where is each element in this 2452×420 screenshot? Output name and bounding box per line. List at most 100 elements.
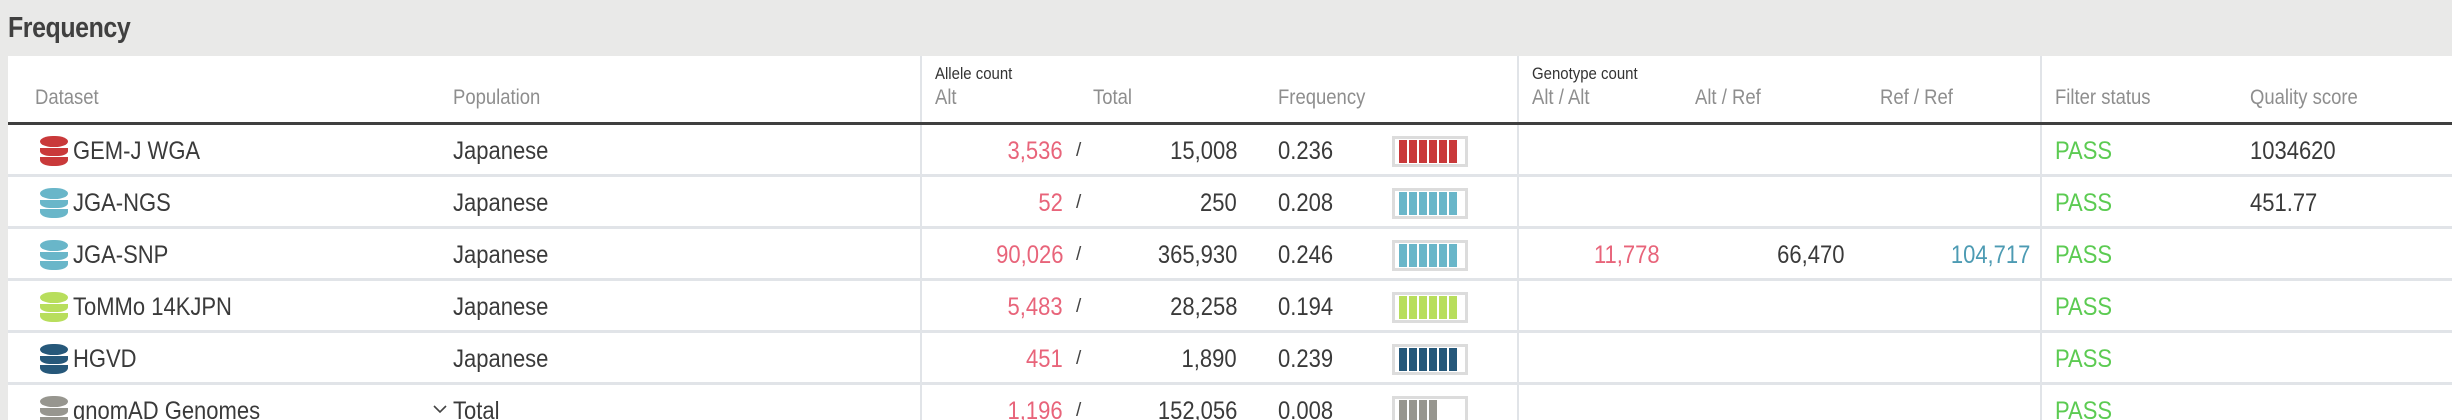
frequency-bar-segment: [1419, 192, 1427, 215]
genotype-ref-ref: 104,717: [1950, 241, 2030, 269]
frequency-bar-segment: [1419, 400, 1427, 420]
table-row[interactable]: ToMMo 14KJPN Japanese 5,483 / 28,258 0.1…: [8, 281, 2452, 333]
column-divider: [920, 56, 922, 420]
frequency-bar-segment: [1449, 348, 1457, 371]
column-header-ref-ref[interactable]: Ref / Ref: [1880, 86, 1953, 109]
column-header-frequency[interactable]: Frequency: [1278, 86, 1366, 109]
frequency-bar-segment: [1399, 400, 1407, 420]
quality-score: 451.77: [2250, 189, 2318, 217]
frequency-bar-segment: [1439, 244, 1447, 267]
dataset-name[interactable]: HGVD: [73, 345, 137, 373]
column-header-alt-alt[interactable]: Alt / Alt: [1532, 86, 1590, 109]
column-header-alt-ref[interactable]: Alt / Ref: [1695, 86, 1761, 109]
population: Japanese: [453, 189, 549, 217]
frequency-bar-segment: [1439, 140, 1447, 163]
database-icon-bottom: [40, 417, 68, 420]
frequency-bar-segment: [1429, 244, 1437, 267]
database-icon-bottom: [40, 261, 68, 270]
total-allele-count: 1,890: [1181, 345, 1237, 373]
genotype-alt-alt: 11,778: [1594, 241, 1660, 269]
frequency-bar-segment: [1409, 296, 1417, 319]
database-icon-top: [40, 136, 68, 147]
table-row[interactable]: GEM-J WGA Japanese 3,536 / 15,008 0.236 …: [8, 125, 2452, 177]
dataset-name[interactable]: ToMMo 14KJPN: [73, 293, 232, 321]
total-allele-count: 15,008: [1169, 137, 1237, 165]
dataset-name[interactable]: JGA-SNP: [73, 241, 169, 269]
total-allele-count: 250: [1200, 189, 1237, 217]
frequency-bar: [1392, 344, 1468, 375]
table-row[interactable]: HGVD Japanese 451 / 1,890 0.239 PASS: [8, 333, 2452, 385]
alt-allele-count: 52: [1038, 189, 1063, 217]
frequency-bar-segment: [1419, 244, 1427, 267]
frequency-bar-segment: [1429, 296, 1437, 319]
database-icon-top: [40, 396, 68, 407]
group-header-allele-count: Allele count: [935, 64, 1013, 83]
frequency-bar-segment: [1429, 348, 1437, 371]
count-separator: /: [1076, 192, 1082, 213]
population: Japanese: [453, 293, 549, 321]
frequency-bar: [1392, 136, 1468, 167]
quality-score: 1034620: [2250, 137, 2336, 165]
frequency-bar-segment: [1409, 348, 1417, 371]
frequency-bar-segment: [1439, 192, 1447, 215]
database-icon-bottom: [40, 209, 68, 218]
allele-frequency: 0.236: [1278, 137, 1334, 165]
alt-allele-count: 5,483: [1007, 293, 1063, 321]
frequency-bar: [1392, 240, 1468, 271]
database-icon-bottom: [40, 313, 68, 322]
column-header-dataset[interactable]: Dataset: [35, 86, 99, 109]
frequency-bar-segment: [1409, 192, 1417, 215]
column-divider: [1517, 56, 1519, 420]
database-icon-middle: [40, 356, 68, 364]
table-row[interactable]: gnomAD Genomes Total 1,196 / 152,056 0.0…: [8, 385, 2452, 420]
frequency-bar-segment: [1419, 296, 1427, 319]
column-header-total[interactable]: Total: [1093, 86, 1133, 109]
total-allele-count: 152,056: [1157, 397, 1237, 420]
column-header-population[interactable]: Population: [453, 86, 541, 109]
database-icon: [40, 396, 68, 420]
frequency-bar-segment: [1399, 192, 1407, 215]
filter-status: PASS: [2055, 345, 2113, 373]
database-icon-middle: [40, 200, 68, 208]
table-row[interactable]: JGA-NGS Japanese 52 / 250 0.208 PASS 451…: [8, 177, 2452, 229]
dataset-name[interactable]: gnomAD Genomes: [73, 397, 261, 420]
population: Japanese: [453, 345, 549, 373]
population: Japanese: [453, 241, 549, 269]
frequency-table: Allele count Genotype count Dataset Popu…: [8, 56, 2452, 420]
column-header-filter-status[interactable]: Filter status: [2055, 86, 2151, 109]
database-icon-bottom: [40, 157, 68, 166]
table-row[interactable]: JGA-SNP Japanese 90,026 / 365,930 0.246 …: [8, 229, 2452, 281]
database-icon-middle: [40, 252, 68, 260]
header-divider: [8, 122, 2452, 125]
frequency-bar-segment: [1449, 244, 1457, 267]
column-header-quality-score[interactable]: Quality score: [2250, 86, 2358, 109]
genotype-alt-ref: 66,470: [1776, 241, 1844, 269]
database-icon-top: [40, 188, 68, 199]
alt-allele-count: 1,196: [1007, 397, 1063, 420]
filter-status: PASS: [2055, 137, 2113, 165]
frequency-bar-segment: [1439, 348, 1447, 371]
frequency-bar-segment: [1449, 140, 1457, 163]
filter-status: PASS: [2055, 241, 2113, 269]
column-divider: [2040, 56, 2042, 420]
dataset-name[interactable]: GEM-J WGA: [73, 137, 201, 165]
section-title: Frequency: [8, 12, 131, 44]
count-separator: /: [1076, 400, 1082, 420]
dataset-name[interactable]: JGA-NGS: [73, 189, 171, 217]
allele-frequency: 0.008: [1278, 397, 1334, 420]
filter-status: PASS: [2055, 293, 2113, 321]
database-icon: [40, 344, 68, 374]
column-header-alt[interactable]: Alt: [935, 86, 957, 109]
frequency-bar-segment: [1439, 296, 1447, 319]
alt-allele-count: 451: [1026, 345, 1063, 373]
count-separator: /: [1076, 348, 1082, 369]
frequency-bar-segment: [1449, 296, 1457, 319]
alt-allele-count: 3,536: [1007, 137, 1063, 165]
frequency-bar-segment: [1419, 140, 1427, 163]
allele-frequency: 0.194: [1278, 293, 1334, 321]
chevron-down-icon[interactable]: [433, 402, 447, 416]
database-icon: [40, 292, 68, 322]
allele-frequency: 0.246: [1278, 241, 1334, 269]
group-header-genotype-count: Genotype count: [1532, 64, 1638, 83]
frequency-bar-segment: [1409, 400, 1417, 420]
